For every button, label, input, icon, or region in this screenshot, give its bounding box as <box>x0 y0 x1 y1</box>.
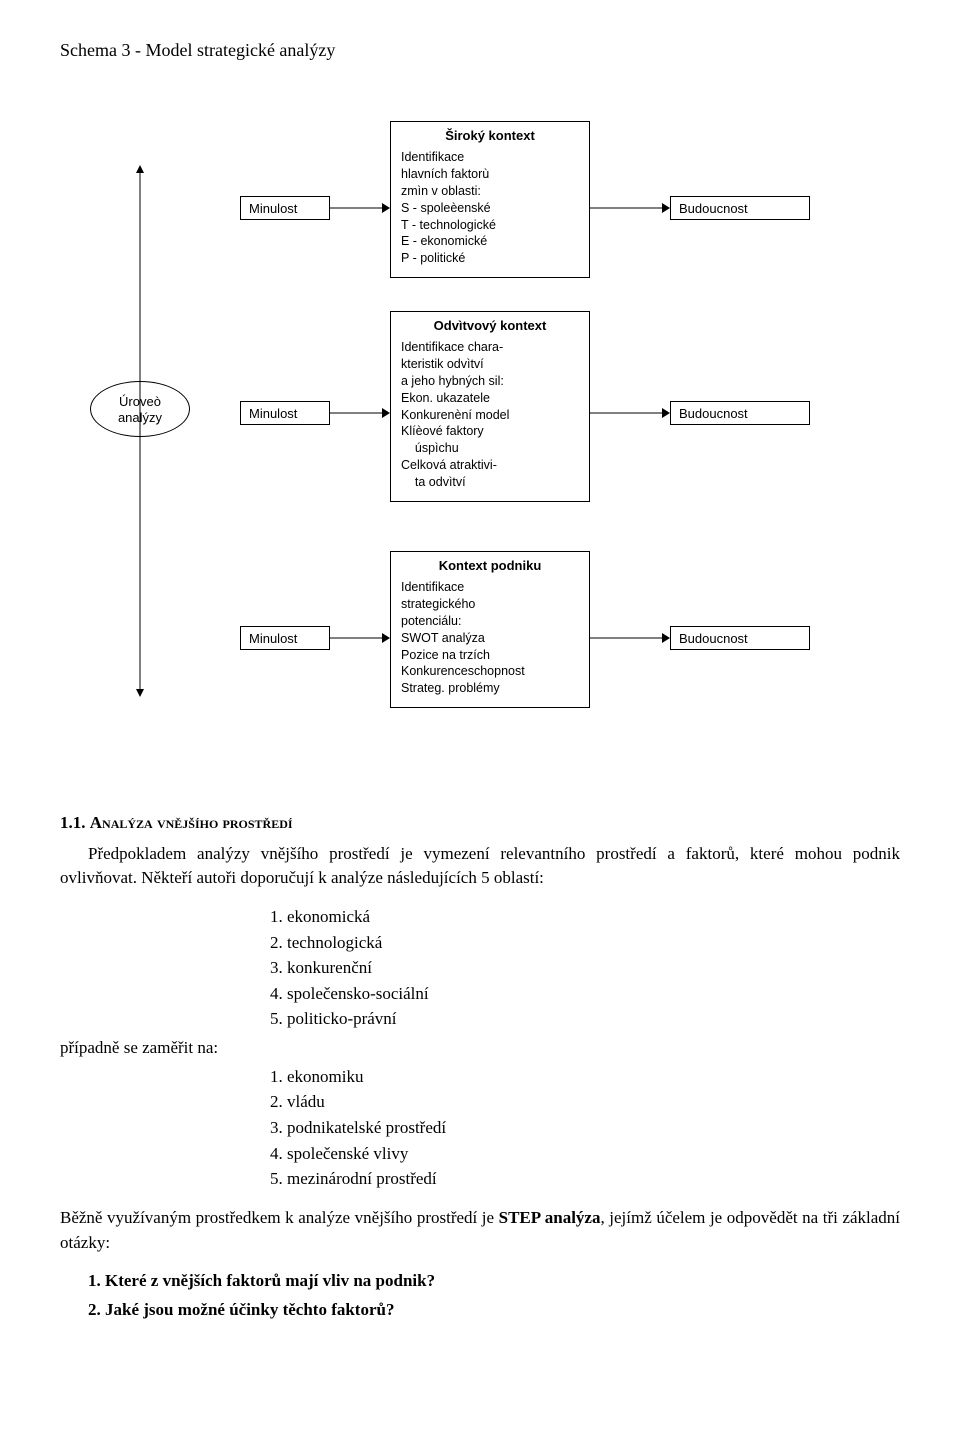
r1l0: Identifikace <box>401 150 464 164</box>
r1l3: S - spoleèenské <box>401 201 491 215</box>
r1l2: zmìn v oblasti: <box>401 184 481 198</box>
r3l4: Pozice na trzích <box>401 648 490 662</box>
row1-left: Minulost <box>240 196 330 220</box>
areas-list-2: 1. ekonomiku 2. vládu 3. podnikatelské p… <box>270 1065 900 1192</box>
r1l4: T - technologické <box>401 218 496 232</box>
r1l5: E - ekonomické <box>401 234 487 248</box>
list2-item: 4. společenské vlivy <box>270 1142 900 1167</box>
row3-right-label: Budoucnost <box>679 631 748 646</box>
areas-list-1: 1. ekonomická 2. technologická 3. konkur… <box>270 905 900 1032</box>
list2-item: 3. podnikatelské prostředí <box>270 1116 900 1141</box>
ellipse-line2: analýzy <box>118 410 162 425</box>
list1-item: 2. technologická <box>270 931 900 956</box>
row3-left: Minulost <box>240 626 330 650</box>
r3l6: Strateg. problémy <box>401 681 500 695</box>
row2-center: Odvìtvový kontext Identifikace chara- kt… <box>390 311 590 502</box>
r3l3: SWOT analýza <box>401 631 485 645</box>
r2l8: ta odvìtví <box>401 475 466 489</box>
list1-item: 3. konkurenční <box>270 956 900 981</box>
para2strong: STEP analýza <box>499 1208 601 1227</box>
r2l7: Celková atraktivi- <box>401 458 497 472</box>
r3l1: strategického <box>401 597 475 611</box>
row3-header: Kontext podniku <box>401 558 579 573</box>
r3l2: potenciálu: <box>401 614 461 628</box>
arrow-r1-2 <box>590 201 670 215</box>
r2l1: kteristik odvìtví <box>401 357 484 371</box>
para-2: Běžně využívaným prostředkem k analýze v… <box>60 1206 900 1255</box>
list1-item: 1. ekonomická <box>270 905 900 930</box>
r1l6: P - politické <box>401 251 465 265</box>
arrow-r1-1 <box>330 201 390 215</box>
row2-header: Odvìtvový kontext <box>401 318 579 333</box>
r3l0: Identifikace <box>401 580 464 594</box>
list2-item: 2. vládu <box>270 1090 900 1115</box>
arrow-r2-1 <box>330 406 390 420</box>
text-section: 1.1. Analýza vnějšího prostředí Předpokl… <box>60 811 900 1323</box>
arrow-r3-2 <box>590 631 670 645</box>
r2l4: Konkurenèní model <box>401 408 509 422</box>
list1-item: 5. politicko-právní <box>270 1007 900 1032</box>
ellipse-line1: Úroveò <box>119 394 161 409</box>
row3-center: Kontext podniku Identifikace strategické… <box>390 551 590 708</box>
heading-text: Analýza vnějšího prostředí <box>90 813 293 832</box>
row1-center: Široký kontext Identifikace hlavních fak… <box>390 121 590 278</box>
diagram: Úroveò analýzy Minulost Široký kontext I… <box>60 81 880 781</box>
row1-header: Široký kontext <box>401 128 579 143</box>
r2l5: Klíèové faktory <box>401 424 484 438</box>
row2-right: Budoucnost <box>670 401 810 425</box>
questions-list: 1. Které z vnějších faktorů mají vliv na… <box>88 1269 900 1322</box>
section-heading: 1.1. Analýza vnějšího prostředí <box>60 811 900 836</box>
r2l0: Identifikace chara- <box>401 340 503 354</box>
list2-item: 5. mezinárodní prostředí <box>270 1167 900 1192</box>
r2l6: úspìchu <box>401 441 459 455</box>
row2-right-label: Budoucnost <box>679 406 748 421</box>
r1l1: hlavních faktorù <box>401 167 489 181</box>
list1-item: 4. společensko-sociální <box>270 982 900 1007</box>
row3-right: Budoucnost <box>670 626 810 650</box>
row3-left-label: Minulost <box>249 631 297 646</box>
question-item: 1. Které z vnějších faktorů mají vliv na… <box>88 1269 900 1294</box>
question-item: 2. Jaké jsou možné účinky těchto faktorů… <box>88 1298 900 1323</box>
row2-body: Identifikace chara- kteristik odvìtví a … <box>401 339 579 491</box>
r2l3: Ekon. ukazatele <box>401 391 490 405</box>
r3l5: Konkurenceschopnost <box>401 664 525 678</box>
row1-left-label: Minulost <box>249 201 297 216</box>
row1-right-label: Budoucnost <box>679 201 748 216</box>
list2-item: 1. ekonomiku <box>270 1065 900 1090</box>
level-ellipse: Úroveò analýzy <box>90 381 190 437</box>
row2-left: Minulost <box>240 401 330 425</box>
para2a: Běžně využívaným prostředkem k analýze v… <box>60 1208 499 1227</box>
row3-body: Identifikace strategického potenciálu: S… <box>401 579 579 697</box>
arrow-r2-2 <box>590 406 670 420</box>
row1-right: Budoucnost <box>670 196 810 220</box>
schema-title: Schema 3 - Model strategické analýzy <box>60 40 900 61</box>
arrow-r3-1 <box>330 631 390 645</box>
r2l2: a jeho hybných sil: <box>401 374 504 388</box>
para-1: Předpokladem analýzy vnějšího prostředí … <box>60 842 900 891</box>
lead-in-2: případně se zaměřit na: <box>60 1036 900 1061</box>
row1-body: Identifikace hlavních faktorù zmìn v obl… <box>401 149 579 267</box>
heading-number: 1.1. <box>60 813 86 832</box>
row2-left-label: Minulost <box>249 406 297 421</box>
